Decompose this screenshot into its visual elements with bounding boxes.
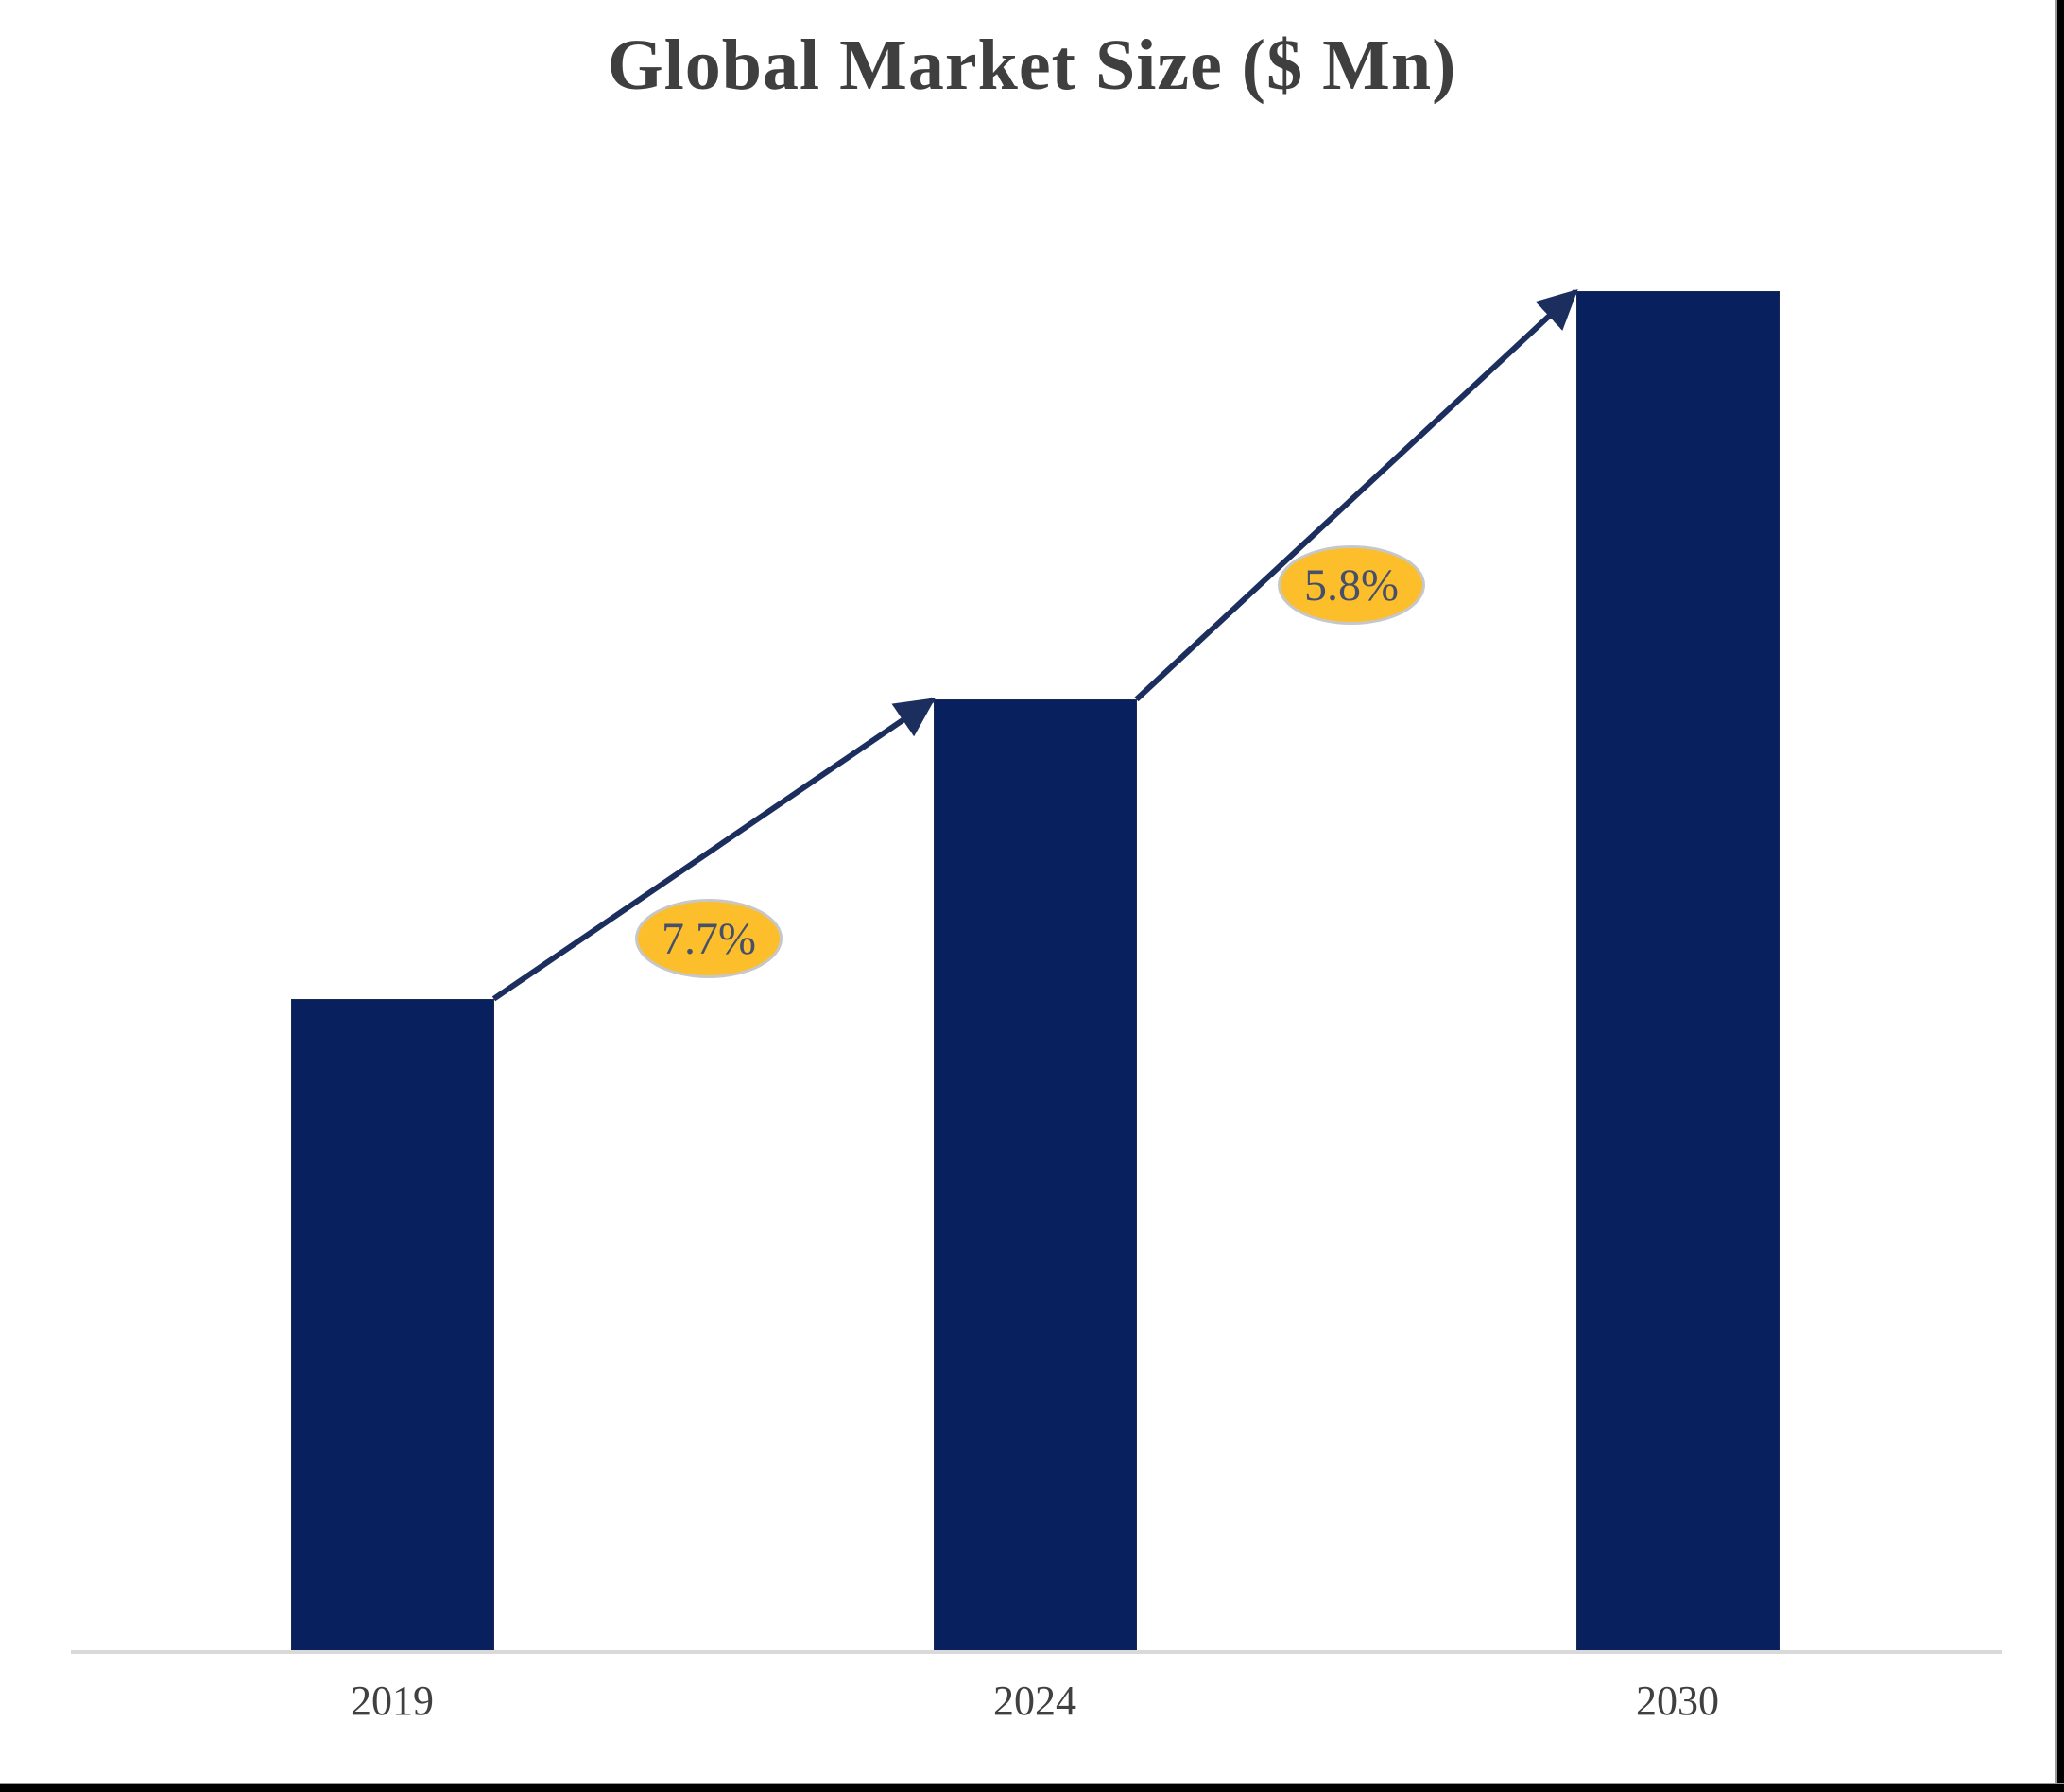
growth-arrow-2024-2030 [1134, 288, 1578, 702]
bar-2024 [933, 699, 1137, 1652]
chart-title: Global Market Size ($ Mn) [607, 26, 1457, 105]
bar-2019 [290, 998, 494, 1652]
growth-badge-2019-2024: 7.7% [635, 899, 783, 979]
x-tick-label-2024: 2024 [993, 1678, 1076, 1724]
x-axis-line [71, 1650, 2002, 1654]
window-bottom-border [0, 1783, 2064, 1792]
window-right-border [2055, 0, 2064, 1792]
bar-2030 [1575, 291, 1780, 1652]
x-tick-label-2030: 2030 [1636, 1678, 1719, 1724]
x-tick-label-2019: 2019 [351, 1678, 434, 1724]
growth-badge-2024-2030: 5.8% [1278, 545, 1425, 625]
